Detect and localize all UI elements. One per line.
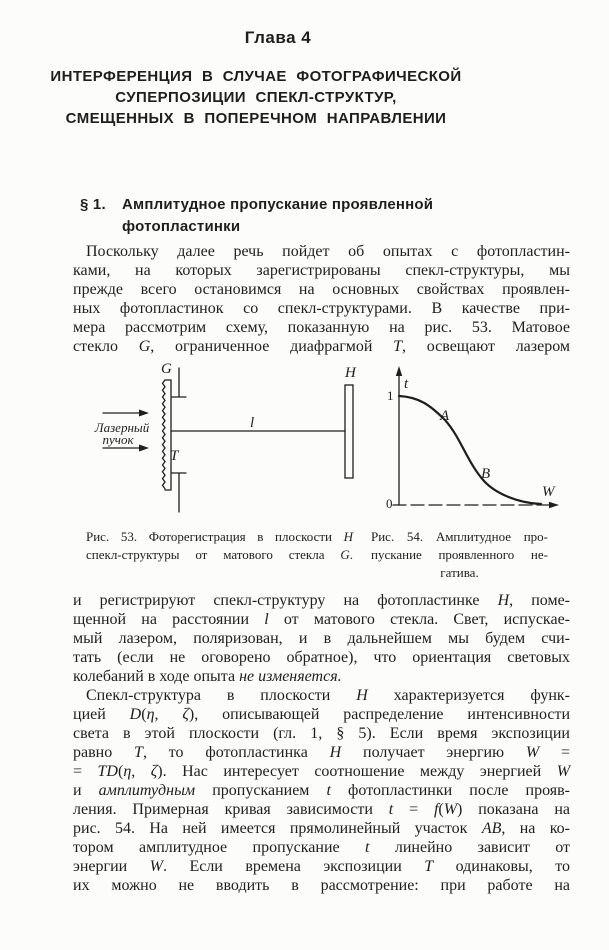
text-line: их можно не вводить в рассмотрение: при … (73, 877, 570, 894)
text-line: Поскольку далее речь пойдет об опытах с … (86, 243, 570, 260)
text-line: равно T, то фотопластинка H получает эне… (73, 744, 571, 761)
figure-53-optical-diagram: G T H l Лазерный пучок (94, 361, 357, 513)
text-line: цией D(η, ζ), описывающей распределение … (73, 706, 570, 723)
section-number: § 1. (80, 196, 106, 213)
text-line: пускание проявленного не- (371, 547, 548, 562)
text-line: прежде всего остановимся на основных сво… (73, 281, 570, 298)
chapter-title-line: СМЕЩЕННЫХ В ПОПЕРЕЧНОМ НАПРАВЛЕНИИ (65, 110, 447, 127)
text-line: ления. Примерная кривая зависимости t = … (73, 801, 570, 818)
text-line: Рис. 53. Фоторегистрация в плоскости H (86, 529, 353, 544)
text-line: и амплитудным пропусканием t фотопластин… (73, 782, 571, 799)
chapter-heading: Глава 4 (244, 28, 312, 47)
text-line: мера рассмотрим схему, показанную на рис… (73, 319, 570, 336)
label-laser-beam-line2: пучок (102, 432, 134, 447)
ground-glass-wavy-edge (161, 379, 166, 490)
chapter-title-line: СУПЕРПОЗИЦИИ СПЕКЛ-СТРУКТУР, (115, 89, 397, 106)
text-line: тором амплитудное пропускание t линейно … (73, 839, 570, 856)
section-title: Амплитудное пропускание проявленной фото… (122, 196, 434, 235)
figure-54-graph: t W 1 0 A B (386, 366, 559, 511)
arrowhead-icon (139, 444, 149, 452)
tick-label-1: 1 (387, 388, 394, 403)
text-line: ных фотопластинок со спекл-структурами. … (73, 300, 570, 317)
paragraph-1: Поскольку далее речь пойдет об опытах с … (73, 242, 570, 356)
label-laser-beam-line1: Лазерный (94, 420, 150, 435)
label-ground-glass-G: G (161, 361, 172, 377)
text-line: колебаний в ходе опыта не изменяется. (73, 668, 342, 685)
x-axis-arrowhead-icon (549, 501, 559, 509)
text-line: гатива. (440, 565, 479, 580)
ground-glass-plate (164, 379, 172, 491)
text-line: Спекл-структура в плоскости H характериз… (86, 687, 570, 704)
chapter-title-line: ИНТЕРФЕРЕНЦИЯ В СЛУЧАЕ ФОТОГРАФИЧЕСКОЙ (50, 68, 462, 85)
tick-label-0: 0 (386, 496, 393, 511)
chapter-title: ИНТЕРФЕРЕНЦИЯ В СЛУЧАЕ ФОТОГРАФИЧЕСКОЙ С… (26, 66, 486, 129)
text-line: ками, на которых зарегистрированы спекл-… (73, 262, 570, 279)
text-line: тать (если не оговорено обратное), что о… (73, 649, 570, 666)
label-diaphragm-T: T (170, 448, 180, 464)
text-line: = TD(η, ζ). Нас интересует соотношение м… (73, 763, 571, 780)
y-axis-arrowhead-icon (395, 366, 403, 376)
text-line: щенной на расстоянии l от матового стекл… (73, 611, 570, 628)
diaphragm-lower (171, 472, 187, 513)
text-line: и регистрируют спекл-структуру на фотопл… (73, 592, 571, 609)
text-line: спекл-структуры от матового стекла G. (86, 547, 353, 562)
label-point-A: A (439, 408, 450, 424)
paragraph-2: и регистрируют спекл-структуру на фотопл… (73, 591, 570, 686)
laser-beam-arrows (102, 412, 141, 449)
text-line: мый лазером, поляризован, и в дальнейшем… (73, 630, 570, 647)
figure-53-caption: Рис. 53. Фоторегистрация в плоскости H сп… (86, 528, 353, 564)
label-distance-l: l (250, 415, 254, 431)
text-line: рис. 54. На ней имеется прямолинейный уч… (73, 820, 571, 837)
text-line: стекло G, ограниченное диафрагмой T, осв… (73, 338, 571, 355)
figure-54-caption: Рис. 54. Амплитудное про-пускание проявл… (371, 528, 548, 582)
diaphragm-upper (171, 367, 187, 398)
transmittance-curve (397, 394, 543, 506)
paragraph-3: Спекл-структура в плоскости H характериз… (73, 686, 570, 895)
section-heading: § 1. Амплитудное пропускание проявленной… (80, 194, 550, 238)
text-line: Рис. 54. Амплитудное про- (371, 529, 548, 544)
arrowhead-icon (139, 409, 149, 417)
text-line: энергии W. Если времена экспозиции T оди… (73, 858, 571, 875)
photoplate (344, 384, 354, 479)
label-axis-W: W (542, 484, 556, 500)
text-line: света в этой плоскости (гл. 1, § 5). Есл… (73, 725, 570, 742)
label-axis-t: t (404, 376, 409, 392)
label-point-B: B (481, 466, 490, 482)
label-photoplate-H: H (344, 365, 357, 381)
